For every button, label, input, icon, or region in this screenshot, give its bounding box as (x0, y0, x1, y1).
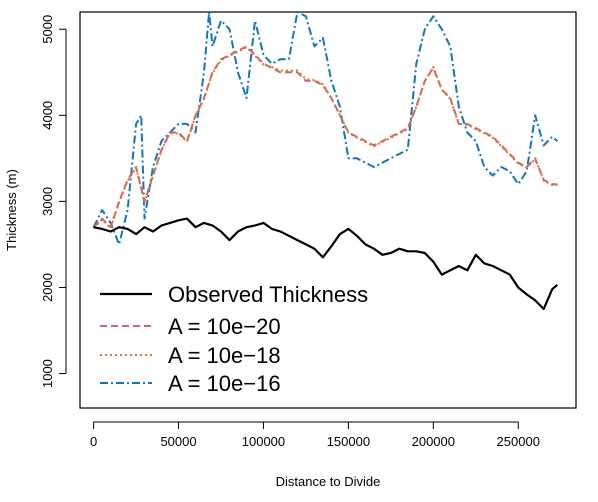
legend-label: A = 10e−20 (168, 314, 281, 339)
x-tick-label: 100000 (242, 434, 285, 449)
y-axis: 1000 2000 3000 4000 5000 (40, 15, 67, 388)
x-axis-title: Distance to Divide (276, 474, 381, 489)
series-layer (92, 12, 559, 311)
legend: Observed Thickness A = 10e−20 A = 10e−18 A … (100, 282, 368, 396)
x-axis: 0 50000 100000 150000 200000 250000 (90, 421, 540, 449)
x-tick-label: 250000 (497, 434, 540, 449)
y-axis-title: Thickness (m) (4, 169, 19, 251)
y-tick-label: 4000 (40, 101, 55, 130)
legend-label: Observed Thickness (168, 282, 368, 307)
plot-frame (79, 11, 577, 409)
series-line-0 (93, 217, 559, 311)
legend-label: A = 10e−18 (168, 343, 281, 368)
y-tick-label: 3000 (40, 187, 55, 216)
series-line-1 (92, 45, 558, 229)
legend-label: A = 10e−16 (168, 371, 281, 396)
y-tick-label: 2000 (40, 273, 55, 302)
series-line-3 (92, 12, 558, 246)
y-tick-label: 5000 (40, 15, 55, 44)
x-tick-label: 200000 (412, 434, 455, 449)
y-tick-label: 1000 (40, 359, 55, 388)
x-tick-label: 150000 (327, 434, 370, 449)
series-line-2 (92, 46, 558, 230)
x-tick-label: 50000 (160, 434, 196, 449)
x-tick-label: 0 (90, 434, 97, 449)
